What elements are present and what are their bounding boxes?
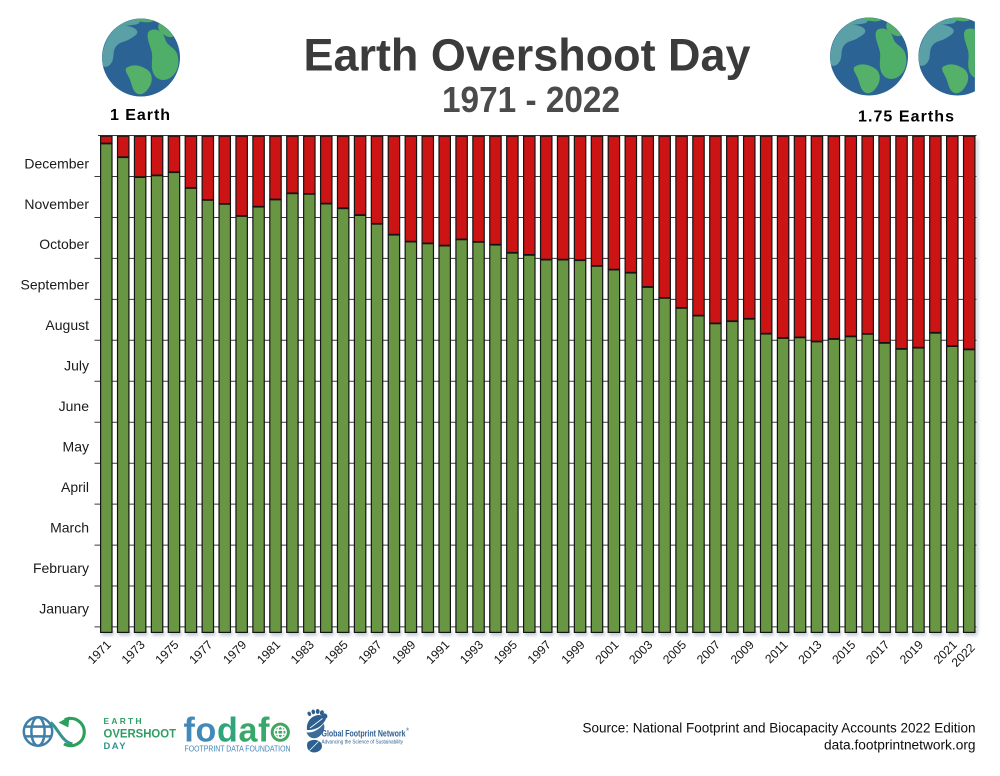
svg-text:October: October bbox=[39, 236, 89, 252]
svg-text:May: May bbox=[63, 439, 89, 455]
svg-text:data.footprintnetwork.org: data.footprintnetwork.org bbox=[824, 737, 976, 753]
svg-text:November: November bbox=[24, 196, 89, 212]
svg-text:January: January bbox=[39, 601, 89, 617]
svg-text:July: July bbox=[64, 358, 89, 374]
svg-text:Source: National Footprint and: Source: National Footprint and Biocapaci… bbox=[583, 721, 976, 737]
svg-text:Global Footprint Network: Global Footprint Network bbox=[322, 729, 406, 739]
svg-text:Earth Overshoot Day: Earth Overshoot Day bbox=[304, 30, 751, 81]
svg-text:September: September bbox=[21, 277, 90, 293]
svg-text:fodaf: fodaf bbox=[184, 712, 271, 750]
svg-text:DAY: DAY bbox=[104, 740, 127, 751]
svg-text:1971 - 2022: 1971 - 2022 bbox=[442, 79, 620, 120]
svg-text:EARTH: EARTH bbox=[104, 716, 142, 726]
svg-text:August: August bbox=[45, 317, 89, 333]
svg-text:December: December bbox=[24, 155, 89, 171]
svg-text:April: April bbox=[61, 479, 89, 495]
svg-text:1 Earth: 1 Earth bbox=[110, 107, 170, 124]
svg-text:OVERSHOOT: OVERSHOOT bbox=[104, 728, 177, 740]
svg-text:Advancing the Science of Susta: Advancing the Science of Sustainability bbox=[322, 739, 404, 745]
svg-text:FOOTPRINT DATA FOUNDATION: FOOTPRINT DATA FOUNDATION bbox=[185, 743, 291, 753]
svg-text:1.75 Earths: 1.75 Earths bbox=[858, 109, 954, 126]
svg-text:March: March bbox=[50, 520, 89, 536]
svg-text:June: June bbox=[59, 398, 90, 414]
svg-text:®: ® bbox=[406, 727, 410, 732]
svg-text:February: February bbox=[33, 560, 89, 576]
